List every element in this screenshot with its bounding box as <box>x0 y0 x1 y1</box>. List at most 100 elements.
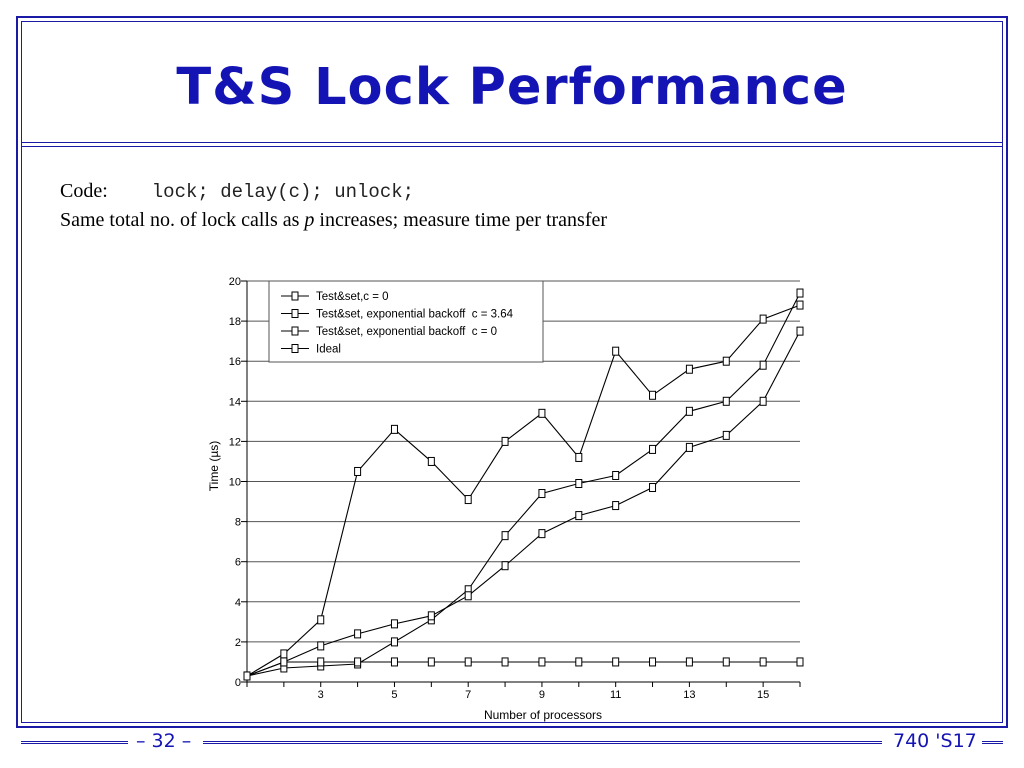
legend-marker-2 <box>291 326 299 336</box>
data-point-2-6 <box>464 591 472 601</box>
data-point-0-11 <box>649 390 657 400</box>
legend-marker-1 <box>291 309 299 318</box>
data-point-3-13 <box>722 657 730 667</box>
description-prefix: Same total no. of lock calls as <box>60 209 305 231</box>
data-point-3-5 <box>427 657 435 667</box>
data-point-2-5 <box>427 611 435 621</box>
data-point-3-12 <box>685 657 693 667</box>
data-point-1-4 <box>390 637 398 647</box>
data-point-0-3 <box>354 466 362 476</box>
y-tick-label-0: 0 <box>235 677 241 689</box>
series-2 <box>243 326 804 681</box>
data-point-3-8 <box>538 657 546 667</box>
course-label: 740 'S17 <box>893 730 977 752</box>
x-tick-label-3: 3 <box>318 689 324 701</box>
data-point-2-2 <box>317 641 325 651</box>
series-line-0 <box>246 304 801 677</box>
data-point-3-14 <box>759 657 767 667</box>
data-point-3-3 <box>354 657 362 667</box>
page-number: – 32 – <box>136 730 192 752</box>
data-point-2-11 <box>649 483 657 493</box>
series-line-2 <box>246 330 801 677</box>
y-tick-label-10: 10 <box>229 477 241 489</box>
series-line-1 <box>246 292 801 677</box>
title-separator-top <box>21 142 1003 143</box>
description-suffix: increases; measure time per transfer <box>314 209 608 231</box>
data-point-1-7 <box>501 531 509 541</box>
data-point-3-2 <box>317 657 325 667</box>
x-tick-label-7: 7 <box>465 689 471 701</box>
series-3 <box>243 657 804 681</box>
description-variable: p <box>304 209 315 231</box>
y-tick-label-8: 8 <box>235 517 241 529</box>
series-layer <box>243 288 804 681</box>
slide-title: T&S Lock Performance <box>176 58 848 117</box>
description-line: Same total no. of lock calls as p increa… <box>60 209 607 232</box>
data-point-2-15 <box>796 326 804 336</box>
data-point-1-15 <box>796 288 804 298</box>
data-point-0-2 <box>317 615 325 625</box>
y-tick-label-12: 12 <box>229 436 241 448</box>
y-tick-label-6: 6 <box>235 557 241 569</box>
data-point-1-13 <box>722 396 730 406</box>
x-tick-label-13: 13 <box>683 689 695 701</box>
data-point-0-13 <box>722 356 730 366</box>
data-point-0-9 <box>575 452 583 462</box>
title-separator-bottom <box>21 146 1003 147</box>
data-point-1-12 <box>685 406 693 416</box>
data-point-0-5 <box>427 456 435 466</box>
code-snippet: lock; delay(c); unlock; <box>151 181 415 203</box>
y-tick-label-18: 18 <box>229 316 241 328</box>
y-tick-label-2: 2 <box>235 637 241 649</box>
data-point-2-13 <box>722 430 730 440</box>
footer-rule-right <box>982 741 1003 744</box>
data-point-3-15 <box>796 657 804 667</box>
legend-layer: Test&set,c = 0 Test&set, exponential back… <box>268 280 544 363</box>
data-point-3-1 <box>280 657 288 667</box>
data-point-0-8 <box>538 408 546 418</box>
data-point-0-15 <box>796 300 804 310</box>
data-point-3-10 <box>612 657 620 667</box>
y-tick-label-16: 16 <box>229 356 241 368</box>
footer-rule-left <box>21 741 128 744</box>
series-line-3 <box>246 661 800 677</box>
data-point-2-12 <box>685 442 693 452</box>
code-line: Code: lock; delay(c); unlock; <box>60 180 414 203</box>
data-point-1-11 <box>649 444 657 454</box>
data-point-2-10 <box>612 501 620 511</box>
data-point-0-6 <box>464 495 472 505</box>
data-point-1-8 <box>538 489 546 499</box>
data-point-3-7 <box>501 657 509 667</box>
data-point-0-14 <box>759 314 767 324</box>
data-point-3-6 <box>464 657 472 667</box>
data-point-1-9 <box>575 479 583 489</box>
slide-frame-inner <box>21 21 1003 723</box>
axis-layer: 0 2 4 6 8 10 12 14 16 18 20 3 5 7 9 11 13 15 <box>229 276 801 701</box>
data-point-0-4 <box>390 424 398 434</box>
legend-box <box>268 280 544 363</box>
y-tick-label-14: 14 <box>229 396 241 408</box>
legend-label-0: Test&set,c = 0 <box>316 291 389 303</box>
x-axis-label: Number of processors <box>484 708 602 722</box>
data-point-3-4 <box>390 657 398 667</box>
data-point-2-9 <box>575 511 583 521</box>
code-label: Code: <box>60 180 108 202</box>
data-point-1-10 <box>612 470 620 480</box>
data-point-0-7 <box>501 436 509 446</box>
legend-label-1: Test&set, exponential backoff c = 3.64 <box>316 309 514 321</box>
legend-marker-0 <box>291 291 299 301</box>
data-point-2-3 <box>354 629 362 639</box>
x-tick-label-9: 9 <box>539 689 545 701</box>
data-point-3-9 <box>575 657 583 667</box>
data-point-0-12 <box>685 364 693 374</box>
data-point-0-10 <box>612 346 620 356</box>
data-point-2-4 <box>390 619 398 629</box>
data-point-2-7 <box>501 561 509 571</box>
x-tick-label-5: 5 <box>391 689 397 701</box>
y-tick-label-20: 20 <box>229 276 241 288</box>
y-axis-label: Time (µs) <box>207 441 221 491</box>
data-point-1-14 <box>759 360 767 370</box>
legend-label-2: Test&set, exponential backoff c = 0 <box>316 326 497 338</box>
data-point-2-14 <box>759 396 767 406</box>
